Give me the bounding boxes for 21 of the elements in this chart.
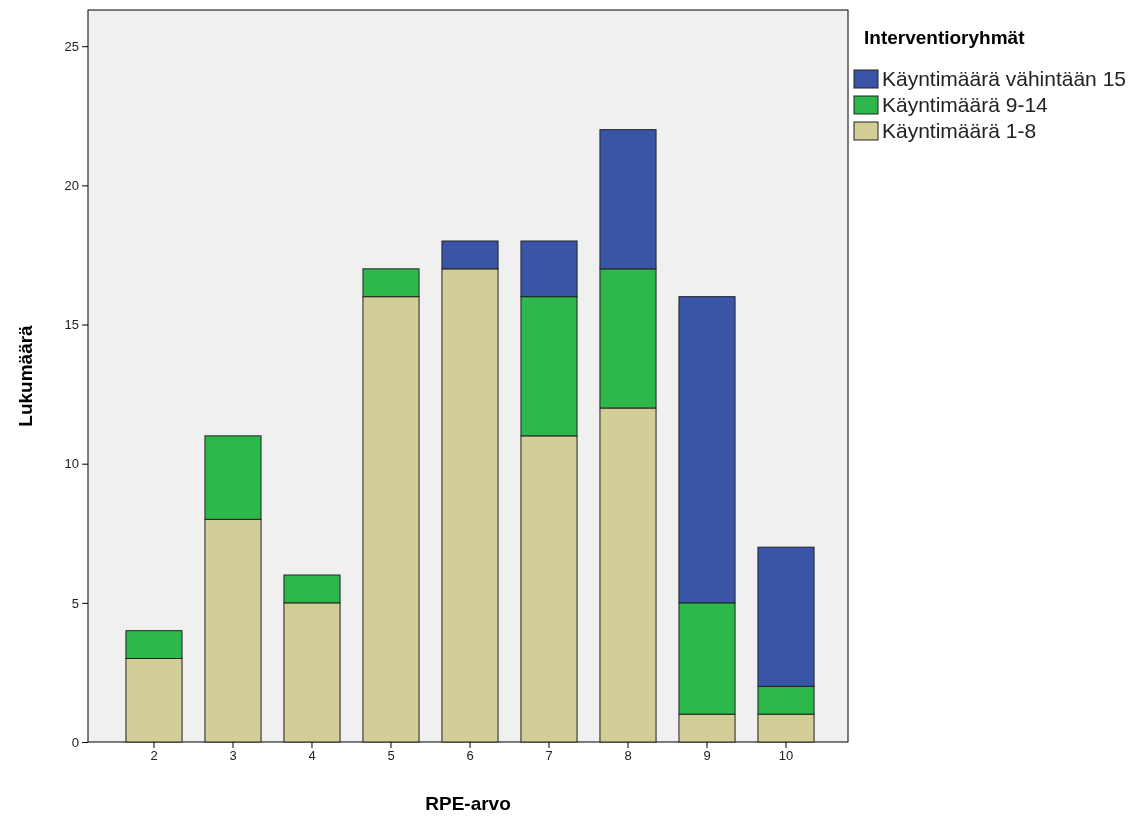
y-tick-label: 0 xyxy=(71,734,79,750)
x-tick-label: 3 xyxy=(229,748,237,764)
x-tick-label: 9 xyxy=(703,748,711,764)
x-tick-label: 7 xyxy=(545,748,553,764)
y-axis-title: Lukumäärä xyxy=(15,324,36,427)
x-tick-label: 5 xyxy=(387,748,395,764)
x-tick-label: 6 xyxy=(466,748,474,764)
x-tick-label: 4 xyxy=(308,748,316,764)
y-tick-label: 5 xyxy=(71,595,79,611)
x-tick-label: 2 xyxy=(150,748,158,764)
x-axis-title: RPE-arvo xyxy=(425,793,511,814)
x-tick-label: 8 xyxy=(624,748,632,764)
y-tick-label: 20 xyxy=(64,178,79,194)
legend-label: Käyntimäärä 9-14 xyxy=(882,93,1049,116)
y-tick-label: 15 xyxy=(64,317,79,333)
legend-label: Käyntimäärä vähintään 15 xyxy=(882,67,1126,90)
legend-label: Käyntimäärä 1-8 xyxy=(882,119,1037,142)
y-tick-label: 25 xyxy=(64,38,79,54)
y-tick-label: 10 xyxy=(64,456,79,472)
x-tick-label: 10 xyxy=(778,748,794,764)
legend-title: Interventioryhmät xyxy=(864,27,1026,48)
